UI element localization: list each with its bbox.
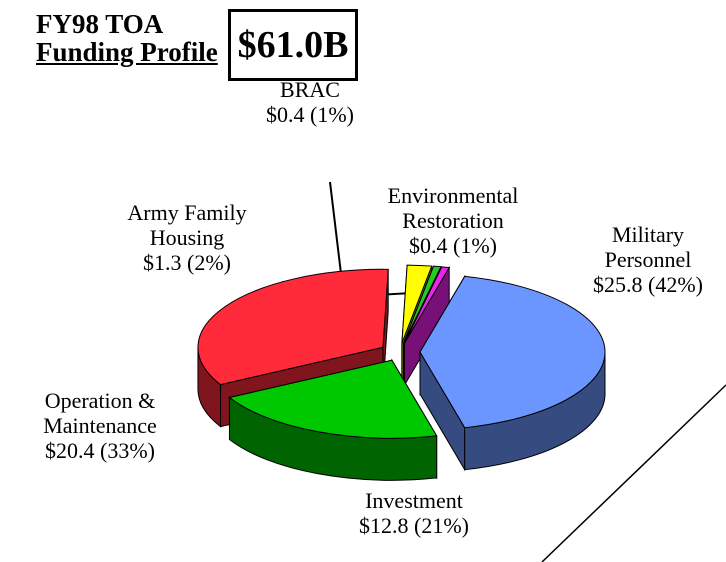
value-label: $20.4 (33%): [45, 438, 155, 463]
value-label: $12.8 (21%): [359, 513, 469, 538]
slice-label: Military Personnel $25.8 (42%): [578, 222, 718, 297]
slice: [197, 268, 389, 386]
slice-label: Investment $12.8 (21%): [314, 488, 514, 538]
slice: [419, 275, 606, 429]
category-label: BRAC: [280, 77, 340, 102]
title-block: FY98 TOA Funding Profile: [36, 10, 218, 66]
slice: [403, 265, 442, 344]
chart-subtitle: Funding Profile: [36, 37, 218, 67]
category-label: Army Family Housing: [127, 200, 247, 250]
slice-label: Environmental Restoration $0.4 (1%): [353, 183, 553, 258]
slice-label: Operation & Maintenance $20.4 (33%): [5, 388, 195, 463]
slice-label: Army Family Housing $1.3 (2%): [92, 200, 282, 275]
slice: [403, 266, 451, 344]
leader-line: [329, 181, 343, 283]
category-label: Environmental Restoration: [387, 183, 519, 233]
slice: [401, 264, 433, 344]
value-label: $25.8 (42%): [593, 272, 703, 297]
chart-title: FY98 TOA: [36, 9, 164, 39]
category-label: Investment: [365, 488, 463, 513]
slice-label: BRAC $0.4 (1%): [240, 77, 380, 127]
value-label: $0.4 (1%): [266, 102, 354, 127]
value-label: $1.3 (2%): [143, 250, 231, 275]
total-box: $61.0B: [228, 9, 358, 81]
slice: [228, 359, 438, 439]
value-label: $0.4 (1%): [409, 233, 497, 258]
category-label: Operation & Maintenance: [43, 388, 157, 438]
category-label: Military Personnel: [604, 222, 692, 272]
decor-line: [541, 384, 726, 562]
